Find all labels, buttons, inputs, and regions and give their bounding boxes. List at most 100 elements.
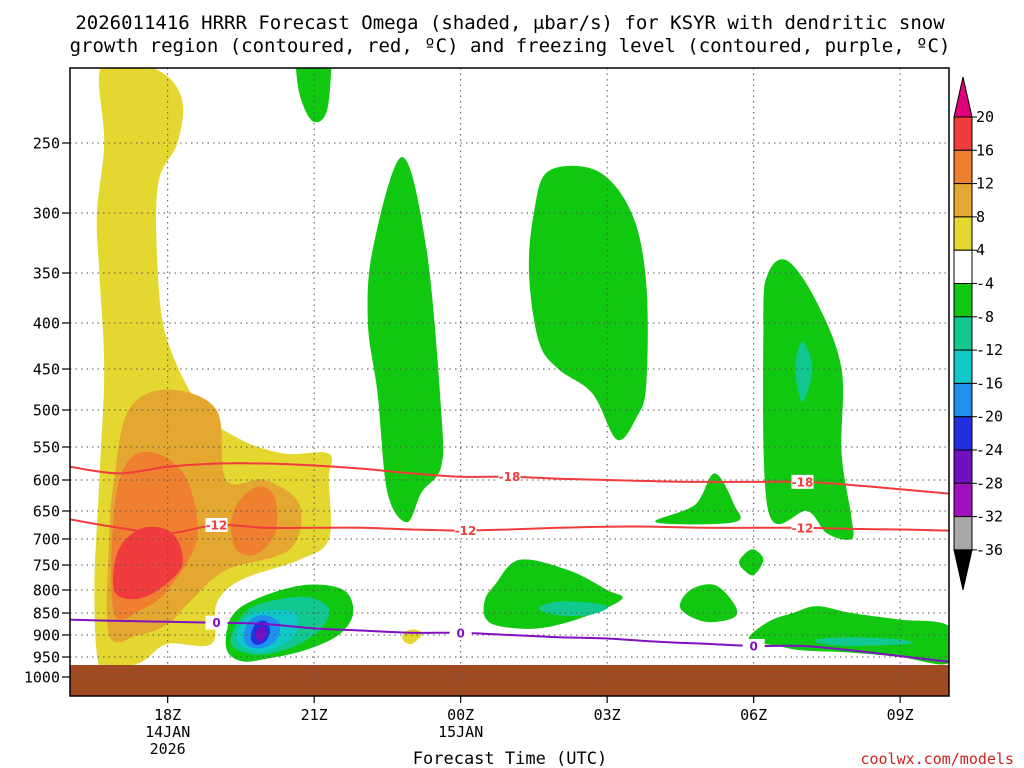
colorbar-swatch-13	[953, 516, 973, 551]
omega-region-13	[748, 606, 949, 665]
omega-region-5	[295, 68, 332, 123]
colorbar-label--8: -8	[976, 308, 994, 326]
omega-region-14	[538, 601, 608, 617]
colorbar-label-4: 4	[976, 241, 985, 259]
x-tick-label-00Z: 00Z	[447, 706, 474, 724]
omega-region-16	[814, 637, 914, 646]
x-tick-label-06Z: 06Z	[740, 706, 767, 724]
contour-label-bg	[205, 518, 228, 532]
x-tick-label-09Z: 09Z	[887, 706, 914, 724]
y-tick-label-650: 650	[33, 503, 60, 521]
surface-band	[70, 665, 949, 696]
contour-label-0: 0	[456, 626, 464, 640]
colorbar-label--4: -4	[976, 275, 994, 293]
omega-region-10	[679, 584, 738, 623]
omega-region-9	[655, 473, 741, 525]
y-tick-label-300: 300	[33, 205, 60, 223]
y-tick-label-700: 700	[33, 531, 60, 549]
colorbar-label-16: 16	[976, 141, 994, 159]
x-tick-date-label: 14JAN	[145, 723, 190, 741]
contour-label--18: -18	[499, 470, 521, 484]
colorbar-bottom-arrow	[953, 549, 973, 591]
colorbar-label-20: 20	[976, 108, 994, 126]
y-tick-label-950: 950	[33, 649, 60, 667]
omega-region-15	[795, 341, 813, 402]
contour-label-bg	[791, 474, 814, 489]
contour-label-bg	[791, 520, 814, 535]
colorbar: 20 16 12 8 4 -4 -8 -12 -16 -20 -24 -28 -32 -36	[953, 76, 1003, 591]
y-tick-label-850: 850	[33, 605, 60, 623]
omega-region-23	[402, 629, 422, 645]
chart-title-line-2: growth region (contoured, red, ºC) and f…	[70, 35, 951, 57]
chart-title-line-1: 2026011416 HRRR Forecast Omega (shaded, …	[75, 12, 945, 34]
colorbar-label-8: 8	[976, 208, 985, 226]
contour-label--18: -18	[792, 475, 814, 489]
y-tick-label-600: 600	[33, 472, 60, 490]
x-tick-label-03Z: 03Z	[594, 706, 621, 724]
contour-label--12: -12	[455, 524, 477, 538]
omega-region-7	[528, 165, 648, 441]
omega-region-11	[739, 549, 764, 576]
colorbar-swatch-12	[953, 482, 973, 518]
colorbar-swatch-3	[953, 183, 973, 218]
omega-region-4	[112, 526, 183, 600]
colorbar-label--12: -12	[976, 341, 1003, 359]
x-axis-title: Forecast Time (UTC)	[413, 749, 607, 768]
x-tick-year-label: 2026	[150, 740, 186, 758]
colorbar-swatch-6	[953, 283, 973, 318]
colorbar-swatch-11	[953, 449, 973, 484]
colorbar-swatch-8	[953, 349, 973, 384]
x-tick-label-21Z: 21Z	[301, 706, 328, 724]
y-tick-label-900: 900	[33, 627, 60, 645]
omega-region-22	[255, 626, 267, 642]
y-tick-label-500: 500	[33, 402, 60, 420]
colorbar-label--36: -36	[976, 541, 1003, 559]
x-tick-date-label: 15JAN	[438, 723, 483, 741]
colorbar-swatch-9	[953, 382, 973, 418]
colorbar-label-12: 12	[976, 175, 994, 193]
colorbar-swatch-1	[953, 116, 973, 151]
omega-region-3	[230, 486, 278, 556]
y-tick-label-1000: 1000	[24, 669, 60, 687]
contour-lines: -18 -18 -12 -12 -12 0 0 0	[70, 462, 949, 663]
y-tick-label-350: 350	[33, 265, 60, 283]
colorbar-label--32: -32	[976, 508, 1003, 526]
credit-text: coolwx.com/models	[860, 750, 1014, 768]
colorbar-swatch-10	[953, 416, 973, 451]
y-tick-label-550: 550	[33, 439, 60, 457]
contour-label-0: 0	[212, 616, 220, 630]
contour-label-bg	[742, 639, 765, 653]
colorbar-top-arrow	[953, 76, 973, 118]
contour-label-bg	[454, 523, 477, 538]
colorbar-swatch-7	[953, 316, 973, 351]
contour-label--12: -12	[792, 521, 814, 535]
y-tick-label-800: 800	[33, 582, 60, 600]
contour-label-0: 0	[749, 640, 757, 654]
omega-region-12	[763, 259, 854, 540]
y-tick-label-400: 400	[33, 315, 60, 333]
y-axis: 250 300 350 400 450 500 550 600 650 700 750 800 850 9…	[24, 135, 70, 687]
contour-label-bg	[498, 469, 521, 484]
contour-label-bg	[449, 625, 472, 640]
colorbar-swatch-5	[953, 249, 973, 284]
colorbar-label--24: -24	[976, 441, 1003, 459]
colorbar-label--28: -28	[976, 474, 1003, 492]
ground-surface	[70, 665, 949, 696]
colorbar-swatch-4	[953, 216, 973, 251]
contour-label-bg	[205, 615, 228, 630]
colorbar-label--20: -20	[976, 408, 1003, 426]
y-tick-label-450: 450	[33, 361, 60, 379]
plot-frame	[69, 67, 950, 697]
plot-area: -18 -18 -12 -12 -12 0 0 0	[70, 68, 949, 696]
y-tick-label-250: 250	[33, 135, 60, 153]
omega-region-8	[483, 559, 623, 629]
colorbar-label--16: -16	[976, 374, 1003, 392]
y-tick-label-750: 750	[33, 557, 60, 575]
omega-region-6	[367, 157, 444, 523]
omega-shading	[94, 68, 949, 674]
colorbar-swatch-2	[953, 149, 973, 185]
x-tick-label-18Z: 18Z	[154, 706, 181, 724]
contour-label--12: -12	[206, 519, 228, 533]
